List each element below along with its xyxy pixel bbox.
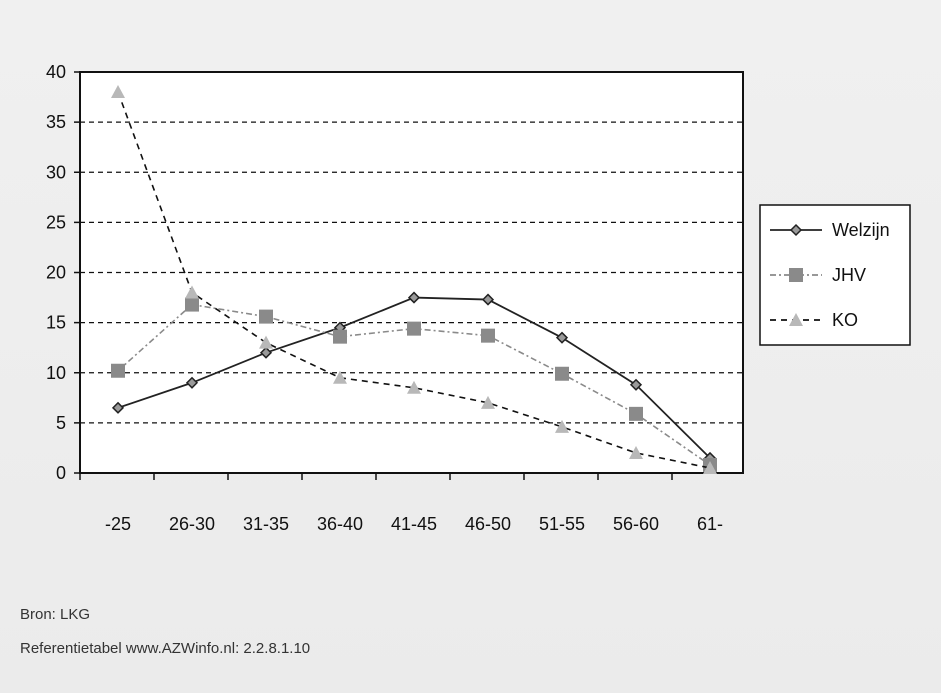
y-tick-label: 40 <box>46 62 66 82</box>
data-point <box>259 335 273 349</box>
axes: 0 5 10 15 20 25 30 35 40 -25 26-30 31-35 36-40 41-45 4… <box>46 62 723 534</box>
data-point <box>555 331 569 344</box>
x-tick-label: 41-45 <box>391 514 437 534</box>
data-point <box>333 329 347 344</box>
data-point <box>481 328 495 343</box>
legend-label: KO <box>832 310 858 330</box>
data-point <box>259 346 273 359</box>
data-point <box>111 85 125 99</box>
series-ko <box>111 85 717 474</box>
x-tick-label: 26-30 <box>169 514 215 534</box>
x-tick-label: 51-55 <box>539 514 585 534</box>
data-point <box>629 406 643 421</box>
legend-item-ko: KO <box>770 310 858 330</box>
data-point <box>111 401 125 414</box>
y-tick-label: 35 <box>46 112 66 132</box>
x-tick-label: 46-50 <box>465 514 511 534</box>
data-point <box>481 395 495 409</box>
legend-label: Welzijn <box>832 220 890 240</box>
y-tick-label: 25 <box>46 212 66 232</box>
data-point <box>481 293 495 306</box>
data-point <box>407 380 421 394</box>
reference-note: Referentietabel www.AZWinfo.nl: 2.2.8.1.… <box>20 640 311 657</box>
series-welzijn <box>111 291 717 465</box>
data-point <box>407 291 421 304</box>
data-point <box>629 445 643 459</box>
y-tick-label: 5 <box>56 413 66 433</box>
series-line <box>117 91 711 469</box>
data-point <box>185 285 199 299</box>
series-jhv <box>111 297 717 472</box>
data-point <box>185 376 199 389</box>
data-point <box>555 366 569 381</box>
x-tick-label: -25 <box>105 514 131 534</box>
legend-marker <box>789 268 803 282</box>
source-note: Bron: LKG <box>20 606 91 623</box>
data-point <box>555 419 569 433</box>
legend-item-jhv: JHV <box>770 265 866 285</box>
legend-item-welzijn: Welzijn <box>770 220 890 240</box>
y-tick-label: 30 <box>46 162 66 182</box>
data-point <box>407 321 421 336</box>
series-group <box>111 85 717 474</box>
y-tick-label: 15 <box>46 313 66 333</box>
legend: Welzijn JHV KO <box>759 204 911 346</box>
y-tick-label: 20 <box>46 263 66 283</box>
x-tick-label: 61- <box>697 514 723 534</box>
data-point <box>703 460 717 474</box>
y-tick-label: 0 <box>56 463 66 483</box>
grid-lines <box>80 121 743 424</box>
data-point <box>185 297 199 312</box>
y-tick-label: 10 <box>46 363 66 383</box>
legend-label: JHV <box>832 265 866 285</box>
x-tick-label: 56-60 <box>613 514 659 534</box>
x-tick-label: 36-40 <box>317 514 363 534</box>
x-tick-label: 31-35 <box>243 514 289 534</box>
legend-marker <box>789 313 803 326</box>
data-point <box>629 378 643 391</box>
data-point <box>111 363 125 378</box>
data-point <box>333 370 347 384</box>
legend-marker <box>789 223 803 237</box>
data-point <box>259 309 273 324</box>
